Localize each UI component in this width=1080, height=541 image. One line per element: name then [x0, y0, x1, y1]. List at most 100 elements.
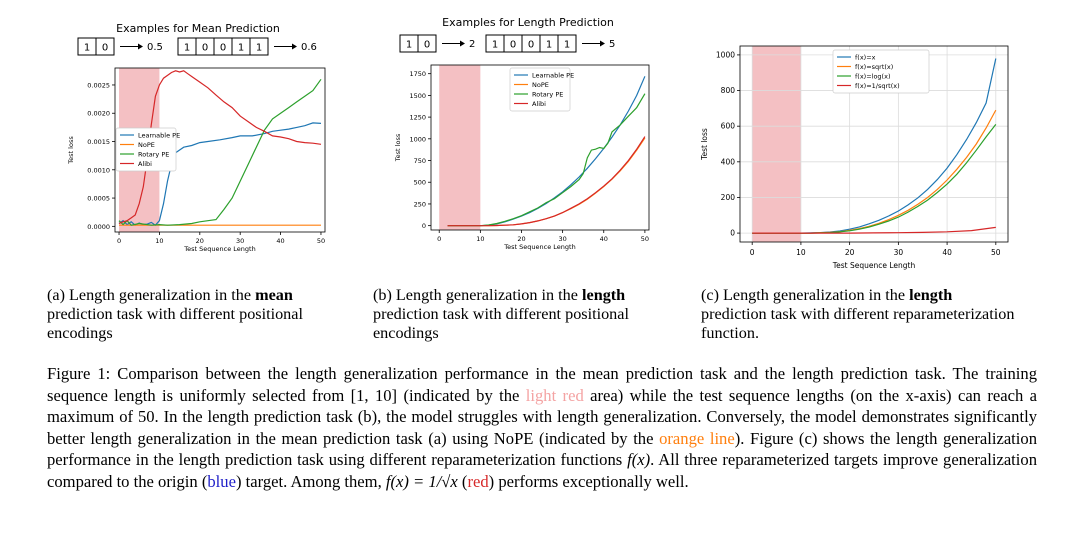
example-result: 0.5 [147, 42, 163, 53]
legend-label: Rotary PE [532, 91, 563, 99]
y-tick-label: 500 [414, 179, 426, 187]
series-line-rotary-pe [118, 78, 322, 226]
example-cell-digit: 0 [102, 43, 108, 54]
example-result: 0.6 [301, 42, 317, 53]
y-tick-label: 0.0010 [87, 166, 110, 174]
y-axis-label: Test loss [700, 128, 709, 161]
panel-c: 0 10 20 30 40 50 0 200 400 600 800 1000 Test Sequenc… [695, 0, 1025, 275]
legend-label: f(x)=x [855, 54, 876, 62]
x-tick-label: 0 [117, 237, 121, 245]
y-tick-label: 1000 [409, 135, 426, 143]
example-cell-digit: 1 [492, 40, 498, 51]
y-tick-label: 800 [721, 86, 736, 95]
examples-title: Examples for Mean Prediction [116, 22, 280, 35]
x-axis-label: Test Sequence Length [832, 261, 916, 270]
y-tick-label: 600 [721, 122, 736, 131]
legend-box [832, 49, 930, 94]
x-tick-label: 30 [558, 235, 566, 243]
y-tick-label: 0.0000 [87, 223, 110, 231]
y-tick-label: 1250 [409, 114, 426, 122]
caption-part: Figure 1: Comparison between the length … [47, 364, 1037, 405]
y-tick-label: 400 [721, 157, 736, 166]
y-tick-label: 0 [730, 229, 735, 238]
subcaption-b: (b) Length generalization in the length … [373, 286, 685, 343]
y-tick-label: 1000 [716, 50, 735, 59]
x-tick-label: 50 [991, 248, 1001, 257]
x-tick-label: 50 [317, 237, 325, 245]
caption-orange-line: orange line [659, 428, 735, 448]
legend-label: f(x)=sqrt(x) [855, 63, 893, 71]
legend-label: Alibi [138, 160, 152, 168]
x-tick-label: 10 [796, 248, 806, 257]
subcaption-a-bold: mean [255, 286, 293, 304]
plot-frame [739, 45, 1009, 243]
example-cell [95, 37, 115, 56]
caption-part: ( [457, 471, 468, 491]
arrow-head [138, 43, 143, 50]
x-tick-label: 0 [750, 248, 755, 257]
plot-frame [114, 67, 326, 233]
panel-a: Examples for Mean Prediction 1 0 0.5 1 0 0 1 1 0.… [58, 0, 358, 270]
y-tick-label: 0.0005 [87, 195, 110, 203]
subcaption-a-text-end: prediction task with different positiona… [47, 305, 303, 342]
legend-label: NoPE [532, 81, 549, 89]
series-line-f-x-1-sqrt-x- [752, 226, 996, 234]
y-tick-label: 0.0015 [87, 138, 110, 146]
y-tick-label: 200 [721, 193, 736, 202]
arrow-head [292, 43, 297, 50]
x-tick-label: 0 [437, 235, 441, 243]
legend-label: f(x)=1/sqrt(x) [855, 82, 900, 90]
legend-label: NoPE [138, 141, 155, 149]
arrow-head [460, 40, 465, 47]
example-cell-digit: 1 [546, 40, 552, 51]
example-result: 5 [609, 39, 615, 50]
caption-part: area) while the test sequence lengths (o… [47, 385, 1037, 448]
subcaption-c-text: (c) Length generalization in the [701, 286, 910, 304]
example-cell [557, 34, 577, 53]
legend-label: f(x)=log(x) [855, 73, 890, 81]
x-tick-label: 30 [236, 237, 244, 245]
y-tick-label: 250 [414, 200, 426, 208]
example-result: 2 [469, 39, 475, 50]
caption-blue: blue [207, 471, 236, 491]
example-cell-digit: 1 [256, 43, 262, 54]
example-cell-digit: 0 [510, 40, 516, 51]
x-tick-label: 10 [155, 237, 163, 245]
plot-frame [430, 64, 650, 231]
legend-label: Learnable PE [138, 132, 180, 140]
example-cell-digit: 0 [220, 43, 226, 54]
x-tick-label: 40 [942, 248, 952, 257]
y-tick-label: 1750 [409, 70, 426, 78]
training-range-shade [752, 46, 801, 242]
y-tick-label: 1500 [409, 92, 426, 100]
series-line-rotary-pe [447, 93, 646, 227]
examples-title: Examples for Length Prediction [442, 16, 614, 29]
y-tick-label: 750 [414, 157, 426, 165]
example-cell-digit: 1 [406, 40, 412, 51]
caption-part: . All three reparameterized targets impr… [47, 450, 1037, 491]
caption-red: red [467, 471, 489, 491]
caption-part: ). Figure (c) shows the length generaliz… [47, 428, 1037, 470]
y-axis-label: Test loss [394, 133, 402, 162]
series-line-alibi [447, 136, 646, 227]
subcaption-b-text: (b) Length generalization in the [373, 286, 583, 304]
training-range-shade [439, 65, 481, 230]
legend-label: Learnable PE [532, 72, 574, 80]
figure-caption: Figure 1: Comparison between the length … [47, 363, 1037, 492]
subcaption-a: (a) Length generalization in the mean pr… [47, 286, 359, 343]
caption-part: ) performs exceptionally well. [488, 471, 689, 491]
series-line-alibi [118, 70, 322, 225]
example-cell-digit: 1 [84, 43, 90, 54]
legend-box [509, 67, 571, 112]
panel-b: Examples for Length Prediction 1 0 2 1 0 0 1 1 5 0… [380, 0, 680, 270]
subcaption-c: (c) Length generalization in the length … [701, 286, 1019, 343]
x-tick-label: 20 [196, 237, 204, 245]
example-cell [417, 34, 437, 53]
x-axis-label: Test Sequence Length [503, 243, 575, 251]
caption-part: (indicated by the [397, 385, 526, 405]
subcaption-b-bold: length [582, 286, 626, 304]
x-tick-label: 10 [476, 235, 484, 243]
chart-c: 0 10 20 30 40 50 0 200 400 600 800 1000 Test Sequenc… [700, 45, 1009, 270]
